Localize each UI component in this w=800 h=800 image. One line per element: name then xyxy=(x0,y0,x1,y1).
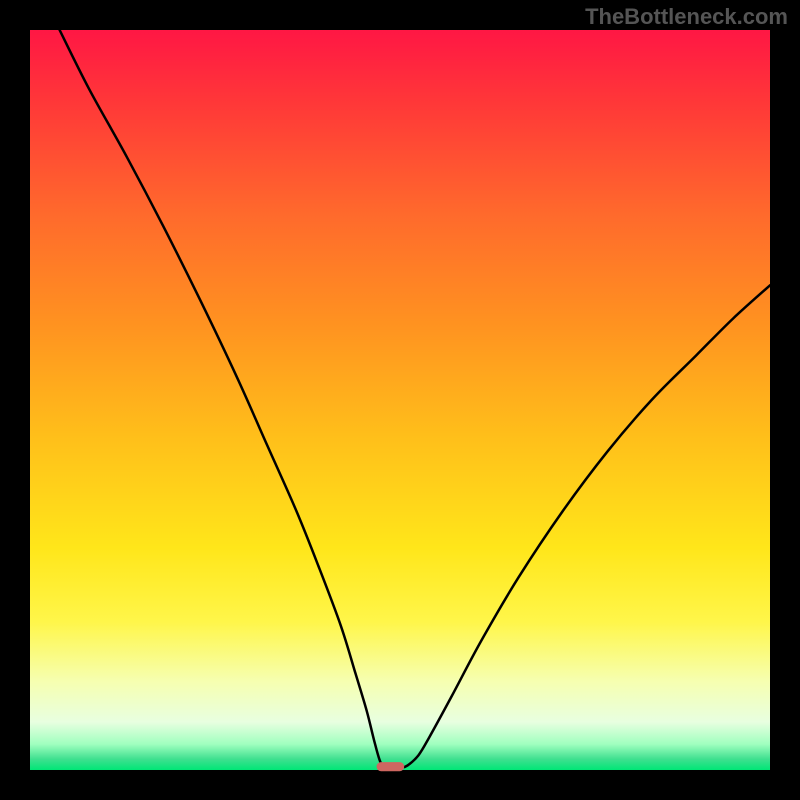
plot-background-gradient xyxy=(30,30,770,770)
optimal-point-marker xyxy=(377,763,404,771)
chart-container: TheBottleneck.com xyxy=(0,0,800,800)
chart-svg xyxy=(0,0,800,800)
